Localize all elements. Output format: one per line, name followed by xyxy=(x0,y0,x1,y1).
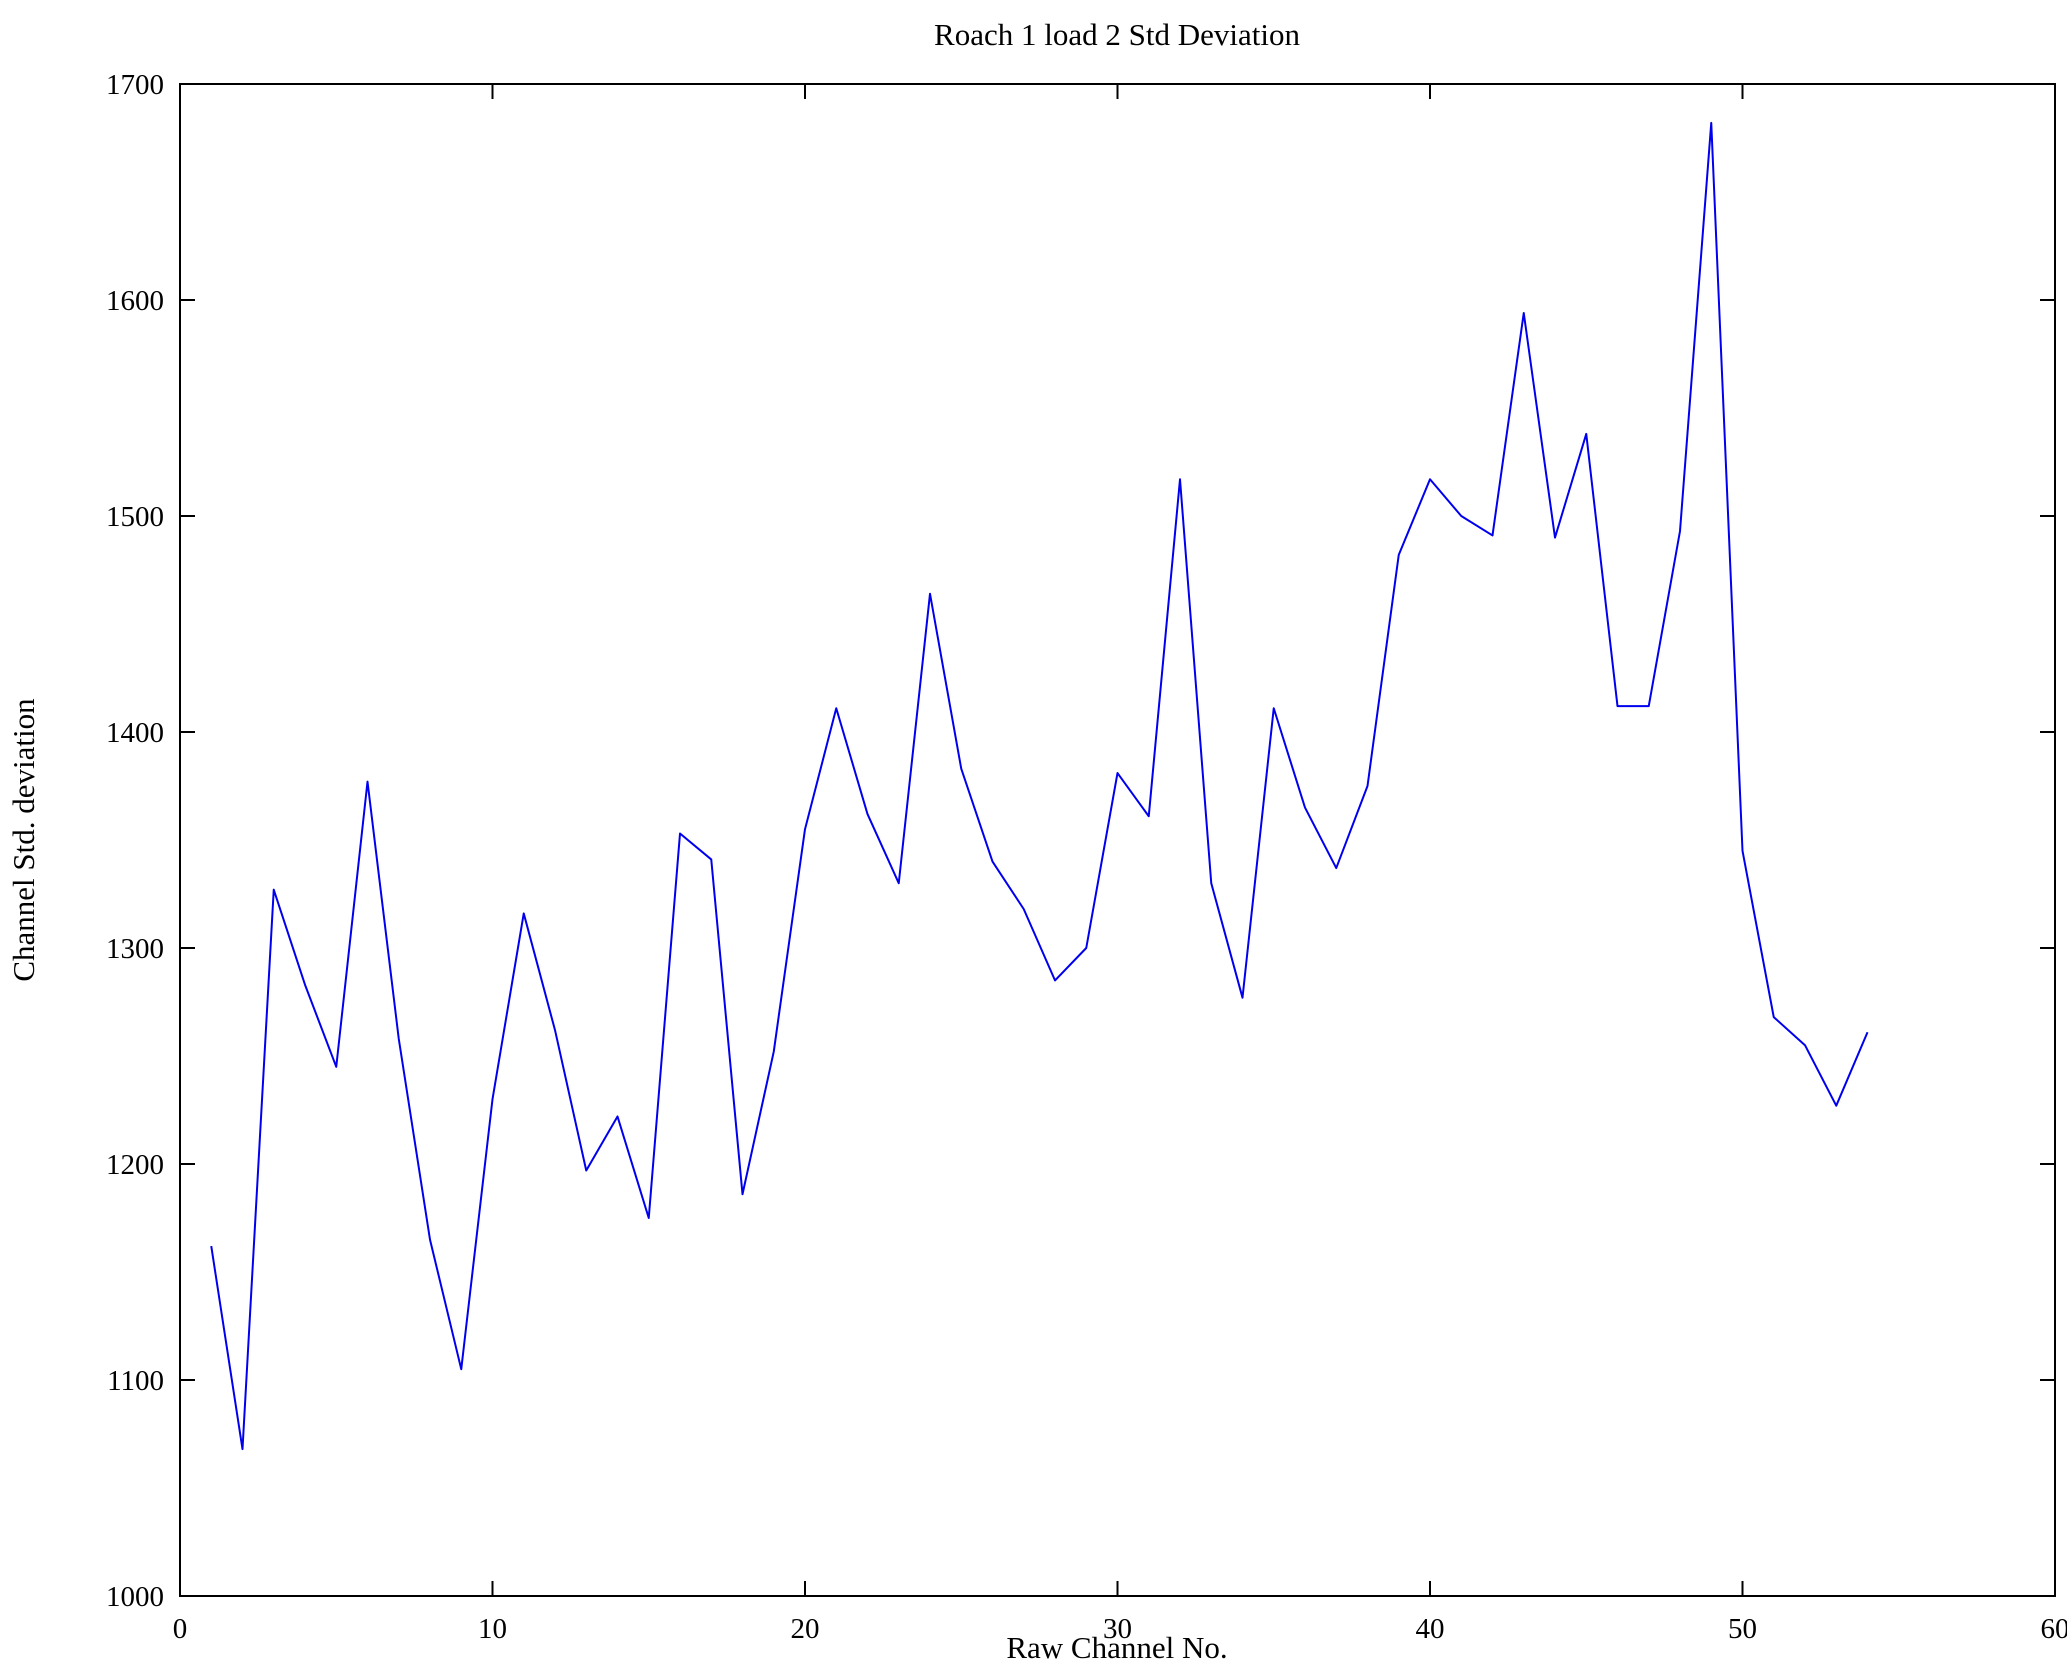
plot-dynamic-layer: 0 10 20 30 40 50 60 1000 1100 1200 1300 1400 1500 160… xyxy=(106,69,2067,1645)
x-tick-label: 0 xyxy=(173,1613,188,1645)
data-series-line xyxy=(210,121,1869,1451)
y-tick-label: 1000 xyxy=(106,1581,164,1613)
x-tick-label: 60 xyxy=(2041,1613,2067,1645)
x-tick-label: 30 xyxy=(1103,1613,1132,1645)
y-tick-label: 1500 xyxy=(106,501,164,533)
x-tick-label: 40 xyxy=(1416,1613,1445,1645)
y-tick-label: 1300 xyxy=(106,933,164,965)
x-tick-label: 20 xyxy=(791,1613,820,1645)
y-tick-label: 1700 xyxy=(106,69,164,101)
x-tick-label: 10 xyxy=(478,1613,507,1645)
x-axis-label: Raw Channel No. xyxy=(1006,1630,1227,1665)
y-tick-label: 1600 xyxy=(106,285,164,317)
y-axis-label: Channel Std. deviation xyxy=(6,698,41,982)
y-tick-label: 1400 xyxy=(106,717,164,749)
chart-title: Roach 1 load 2 Std Deviation xyxy=(934,17,1300,52)
y-tick-label: 1200 xyxy=(106,1149,164,1181)
x-tick-label: 50 xyxy=(1728,1613,1757,1645)
y-tick-label: 1100 xyxy=(107,1365,164,1397)
